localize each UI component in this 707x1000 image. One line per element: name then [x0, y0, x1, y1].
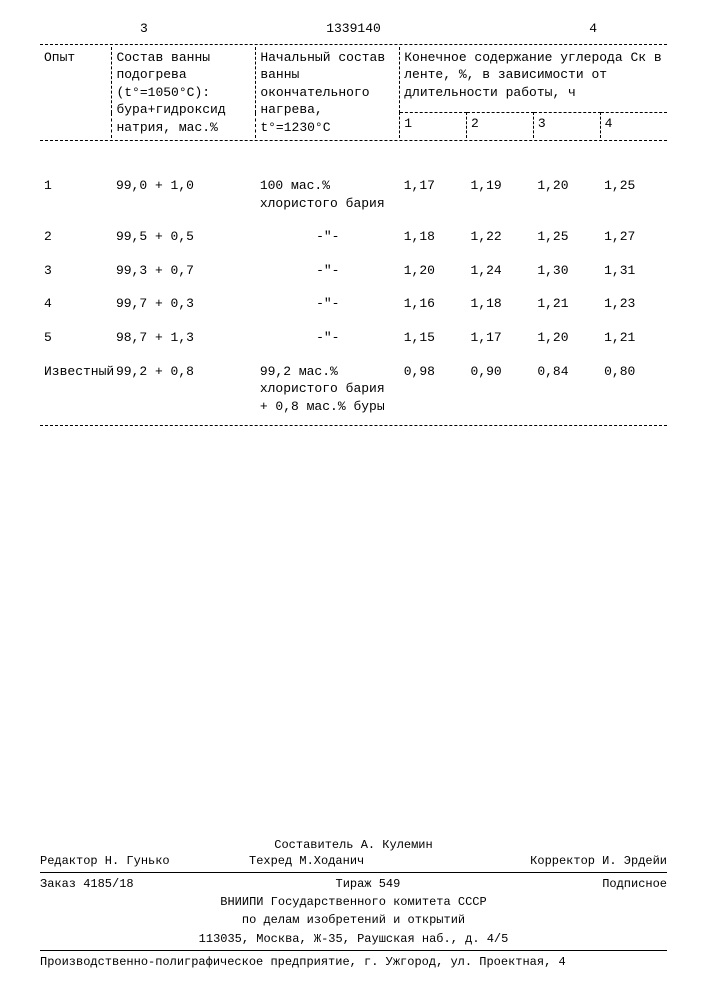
- table-bottom-rule: [40, 425, 667, 426]
- hdr-sostav-1: Состав ванны подогрева (t°=1050°C): бура…: [112, 47, 256, 139]
- data-table: Опыт Состав ванны подогрева (t°=1050°C):…: [40, 47, 667, 424]
- footer-corrector: Корректор И. Эрдейи: [458, 853, 667, 869]
- footer-print: Производственно-полиграфическое предприя…: [40, 954, 667, 970]
- subhdr-1: 1: [400, 113, 467, 139]
- footer-org2: по делам изобретений и открытий: [40, 912, 667, 928]
- table-row: Известный 99,2 + 0,8 99,2 мас.% хлористо…: [40, 355, 667, 424]
- page-numbers: 3 1339140 4: [40, 20, 667, 38]
- page-col-right: 4: [589, 20, 667, 38]
- table-row: 2 99,5 + 0,5 -"- 1,18 1,22 1,25 1,27: [40, 220, 667, 254]
- footer-rule-1: [40, 872, 667, 873]
- footer-tirage: Тираж 549: [336, 876, 401, 892]
- cell-v1: 1,17: [400, 169, 467, 220]
- footer-org1: ВНИИПИ Государственного комитета СССР: [40, 894, 667, 910]
- footer-rule-2: [40, 950, 667, 951]
- cell-v4: 1,25: [600, 169, 667, 220]
- table-row: 4 99,7 + 0,3 -"- 1,16 1,18 1,21 1,23: [40, 287, 667, 321]
- doc-number: 1339140: [326, 20, 381, 38]
- footer-block: Составитель А. Кулемин Редактор Н. Гуньк…: [40, 837, 667, 970]
- subhdr-4: 4: [600, 113, 667, 139]
- footer-techred: Техред М.Ходанич: [249, 853, 458, 869]
- table-row: 3 99,3 + 0,7 -"- 1,20 1,24 1,30 1,31: [40, 254, 667, 288]
- subhdr-3: 3: [533, 113, 600, 139]
- footer-order: Заказ 4185/18: [40, 876, 134, 892]
- footer-editor: Редактор Н. Гунько: [40, 853, 249, 869]
- page-col-left: 3: [40, 20, 454, 38]
- hdr-sostav-2: Начальный состав ванны окончательного на…: [256, 47, 400, 139]
- table-header-row: Опыт Состав ванны подогрева (t°=1050°C):…: [40, 47, 667, 113]
- table-row: 1 99,0 + 1,0 100 мас.% хлористого бария …: [40, 169, 667, 220]
- hdr-opyt: Опыт: [40, 47, 112, 139]
- table-top-rule: [40, 44, 667, 45]
- footer-compiler: Составитель А. Кулемин: [40, 837, 667, 853]
- footer-subscription: Подписное: [602, 876, 667, 892]
- subhdr-2: 2: [467, 113, 534, 139]
- cell-comp1: 99,0 + 1,0: [112, 169, 256, 220]
- hdr-group-carbon: Конечное содержание углерода Cк в ленте,…: [400, 47, 667, 113]
- cell-opyt: 1: [40, 169, 112, 220]
- table-row: 5 98,7 + 1,3 -"- 1,15 1,17 1,20 1,21: [40, 321, 667, 355]
- cell-comp2: 100 мас.% хлористого бария: [256, 169, 400, 220]
- cell-v3: 1,20: [533, 169, 600, 220]
- cell-v2: 1,19: [467, 169, 534, 220]
- footer-addr: 113035, Москва, Ж-35, Раушская наб., д. …: [40, 931, 667, 947]
